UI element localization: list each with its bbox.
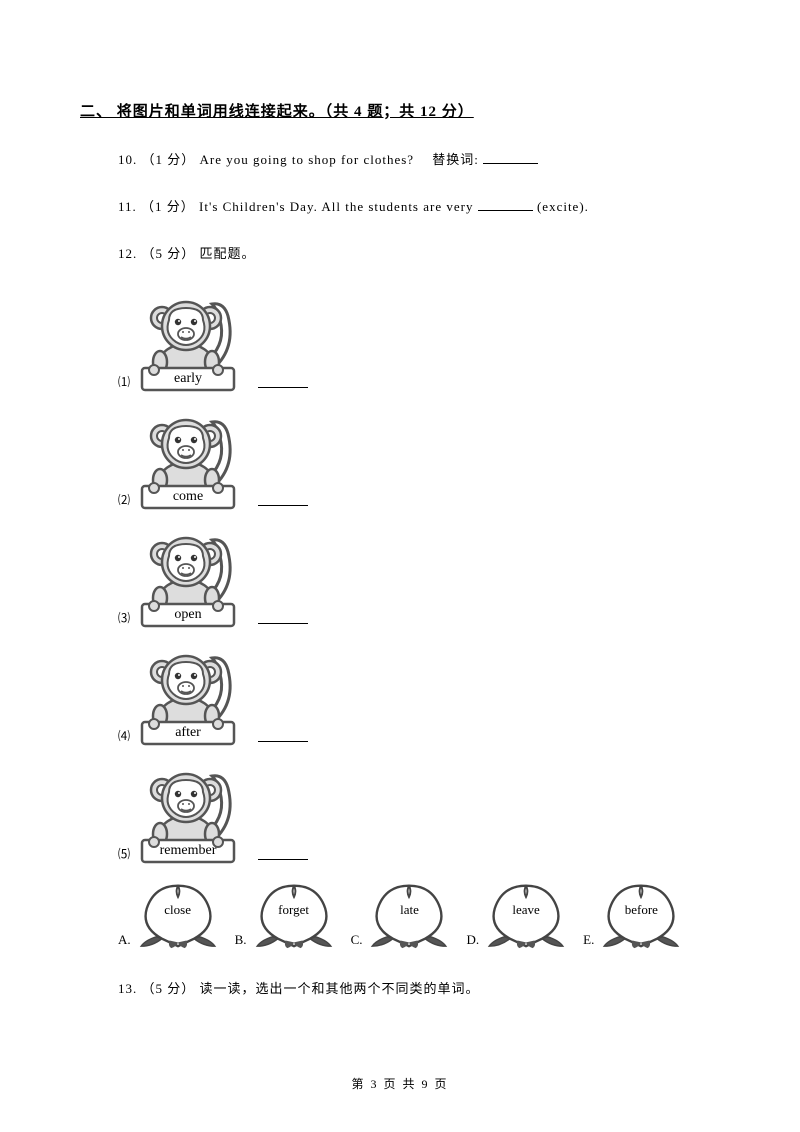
peach-word: late xyxy=(364,902,454,918)
match-index: ⑸ xyxy=(118,845,130,866)
match-item: ⑷ after xyxy=(118,644,720,748)
answer-options-row: A. close B. forget C. late D. leave E. b… xyxy=(118,880,720,950)
page-footer: 第 3 页 共 9 页 xyxy=(0,1075,800,1092)
match-item: ⑸ remember xyxy=(118,762,720,866)
monkey-word: early xyxy=(142,371,234,387)
match-blank[interactable] xyxy=(258,492,308,506)
monkey-icon: remember xyxy=(136,762,240,866)
answer-label: C. xyxy=(351,932,363,950)
peach-icon: late xyxy=(364,880,454,950)
monkey-icon: early xyxy=(136,290,240,394)
q10-text: Are you going to shop for clothes? 替换词: xyxy=(200,152,479,167)
peach-icon: forget xyxy=(249,880,339,950)
question-10: 10. （1 分） Are you going to shop for clot… xyxy=(118,149,720,168)
q11-blank[interactable] xyxy=(478,197,533,211)
answer-option: D. leave xyxy=(466,880,571,950)
monkey-word: after xyxy=(142,725,234,741)
match-blank[interactable] xyxy=(258,846,308,860)
answer-label: E. xyxy=(583,932,594,950)
section-title: 二、 将图片和单词用线连接起来。（共 4 题；共 12 分） xyxy=(80,100,720,121)
q12-number: 12. xyxy=(118,246,137,261)
match-item: ⑶ open xyxy=(118,526,720,630)
monkey-icon: come xyxy=(136,408,240,512)
answer-option: B. forget xyxy=(235,880,339,950)
match-blank[interactable] xyxy=(258,610,308,624)
q11-text-after: (excite). xyxy=(537,199,589,214)
match-item: ⑵ come xyxy=(118,408,720,512)
match-blank[interactable] xyxy=(258,374,308,388)
match-item: ⑴ early xyxy=(118,290,720,394)
match-index: ⑷ xyxy=(118,727,130,748)
question-11: 11. （1 分） It's Children's Day. All the s… xyxy=(118,196,720,215)
question-13: 13. （5 分） 读一读，选出一个和其他两个不同类的单词。 xyxy=(118,978,720,997)
q12-points: （5 分） xyxy=(142,246,196,261)
question-12: 12. （5 分） 匹配题。 xyxy=(118,243,720,262)
monkey-word: come xyxy=(142,489,234,505)
match-index: ⑶ xyxy=(118,609,130,630)
match-index: ⑴ xyxy=(118,373,130,394)
q11-points: （1 分） xyxy=(141,199,195,214)
peach-word: close xyxy=(133,902,223,918)
q12-text: 匹配题。 xyxy=(200,246,256,261)
q10-points: （1 分） xyxy=(142,152,196,167)
q13-number: 13. xyxy=(118,981,137,996)
monkey-icon: after xyxy=(136,644,240,748)
answer-label: A. xyxy=(118,932,131,950)
answer-option: C. late xyxy=(351,880,455,950)
answer-option: A. close xyxy=(118,880,223,950)
monkey-word: open xyxy=(142,607,234,623)
q13-text: 读一读，选出一个和其他两个不同类的单词。 xyxy=(200,981,480,996)
answer-label: B. xyxy=(235,932,247,950)
peach-word: leave xyxy=(481,902,571,918)
monkey-icon: open xyxy=(136,526,240,630)
match-blank[interactable] xyxy=(258,728,308,742)
q10-blank[interactable] xyxy=(483,150,538,164)
answer-label: D. xyxy=(466,932,479,950)
q11-number: 11. xyxy=(118,199,137,214)
peach-icon: leave xyxy=(481,880,571,950)
match-items-container: ⑴ early ⑵ come ⑶ open ⑷ after ⑸ xyxy=(118,290,720,866)
peach-word: before xyxy=(596,902,686,918)
match-index: ⑵ xyxy=(118,491,130,512)
q13-points: （5 分） xyxy=(142,981,196,996)
answer-option: E. before xyxy=(583,880,686,950)
monkey-word: remember xyxy=(142,843,234,859)
q11-text-before: It's Children's Day. All the students ar… xyxy=(199,199,473,214)
peach-icon: before xyxy=(596,880,686,950)
q10-number: 10. xyxy=(118,152,137,167)
peach-icon: close xyxy=(133,880,223,950)
peach-word: forget xyxy=(249,902,339,918)
